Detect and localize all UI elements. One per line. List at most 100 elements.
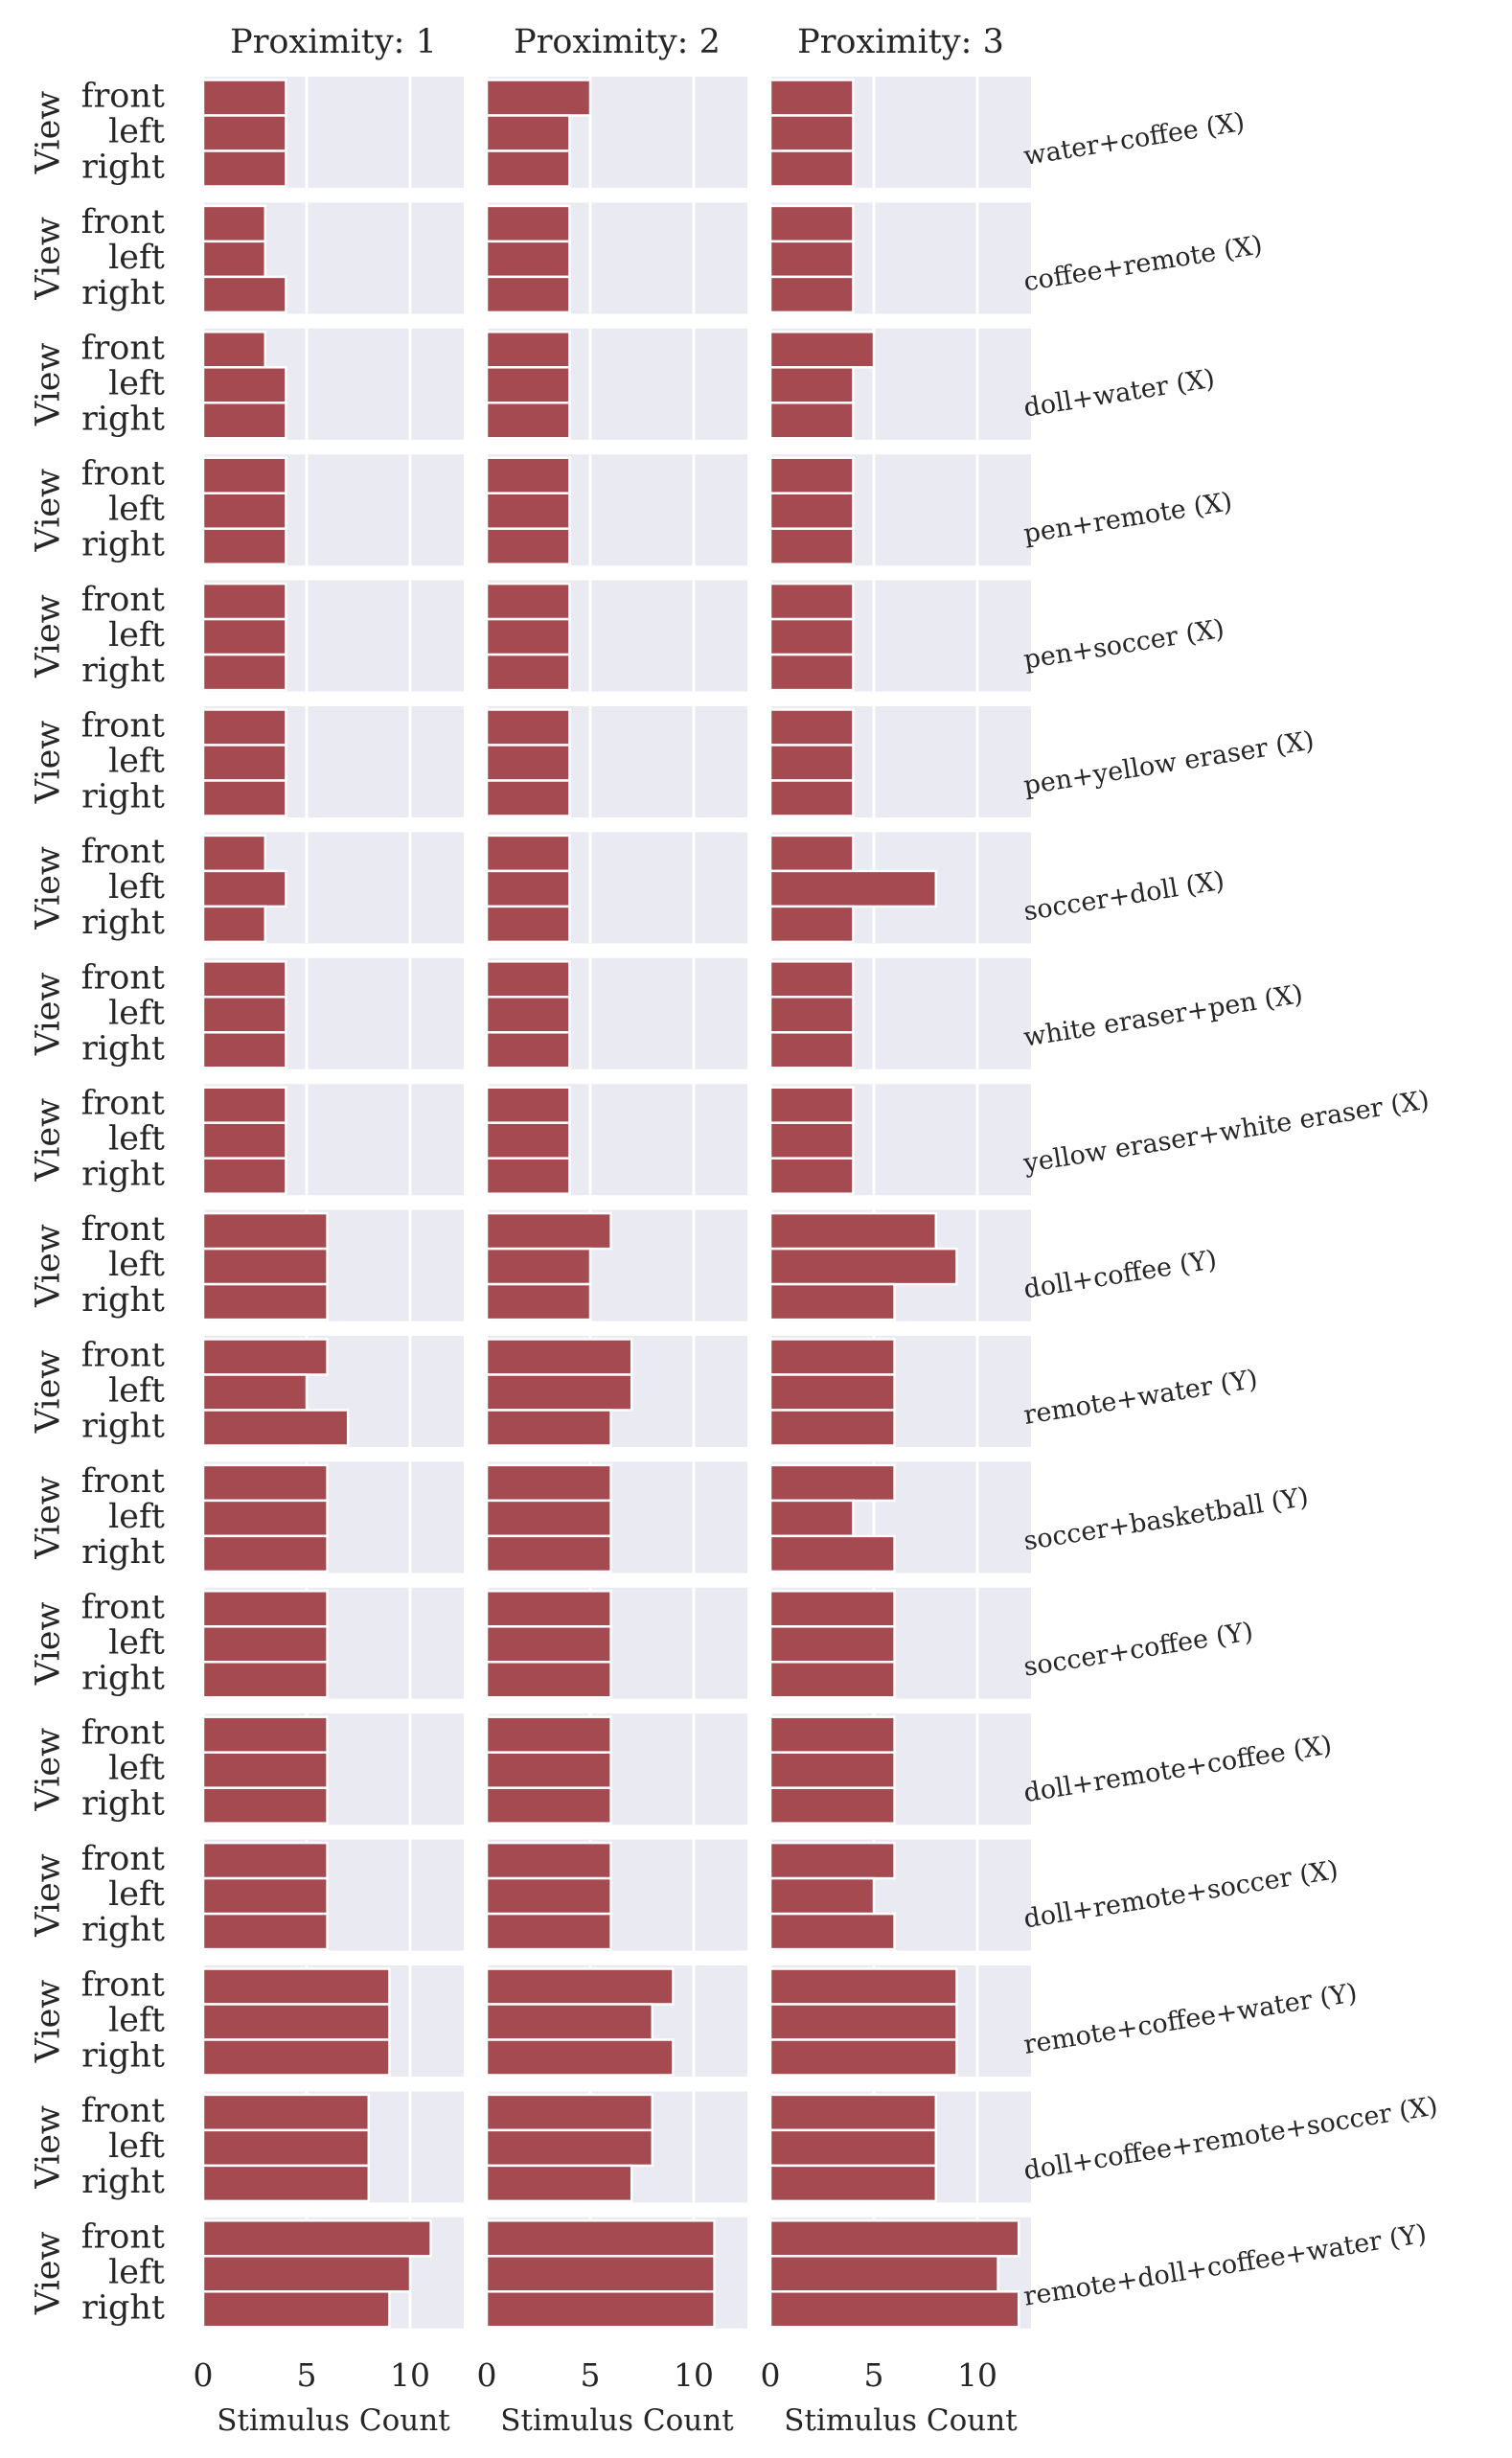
bar bbox=[768, 456, 855, 494]
y-tick-label: right bbox=[81, 1785, 165, 1824]
bar bbox=[201, 1841, 329, 1880]
bar bbox=[485, 2255, 716, 2293]
y-tick-label: left bbox=[108, 1750, 165, 1788]
bar bbox=[201, 1247, 329, 1286]
bar bbox=[768, 240, 855, 279]
bar bbox=[768, 1121, 855, 1160]
bar bbox=[768, 1625, 896, 1664]
y-tick-label: right bbox=[81, 778, 165, 816]
row-label: doll+remote+soccer (X) bbox=[1021, 1855, 1340, 1935]
y-axis-label: View bbox=[30, 1476, 68, 1560]
bar bbox=[485, 2093, 654, 2132]
y-tick-label: left bbox=[108, 2253, 165, 2291]
y-tick-label: left bbox=[108, 1372, 165, 1411]
y-tick-label: front bbox=[81, 329, 165, 367]
x-axis-label: Stimulus Count bbox=[217, 2403, 450, 2438]
bar bbox=[768, 1534, 896, 1574]
bar bbox=[485, 1409, 612, 1447]
y-tick-label: right bbox=[81, 1156, 165, 1194]
bar bbox=[485, 779, 571, 817]
row-label: coffee+remote (X) bbox=[1021, 230, 1264, 297]
bar bbox=[485, 114, 571, 152]
bar bbox=[201, 456, 287, 494]
bar bbox=[768, 617, 855, 656]
bar bbox=[201, 1534, 329, 1574]
y-tick-label: right bbox=[81, 149, 165, 187]
bar bbox=[768, 204, 855, 243]
bar bbox=[201, 1086, 287, 1124]
bar bbox=[201, 2164, 371, 2203]
bar bbox=[201, 366, 287, 404]
bar bbox=[201, 1282, 329, 1321]
bar bbox=[768, 1463, 896, 1503]
bar bbox=[201, 708, 287, 747]
x-tick-label: 10 bbox=[674, 2356, 714, 2394]
bar bbox=[201, 275, 287, 314]
bar bbox=[201, 1463, 329, 1503]
y-axis-label: View bbox=[30, 972, 68, 1056]
y-tick-label: left bbox=[108, 1120, 165, 1159]
column-title: Proximity: 1 bbox=[230, 23, 437, 61]
row-label: remote+doll+coffee+water (Y) bbox=[1021, 2219, 1429, 2312]
y-tick-label: left bbox=[108, 2127, 165, 2166]
column-title: Proximity: 2 bbox=[514, 23, 721, 61]
bar bbox=[485, 996, 571, 1034]
x-tick-label: 0 bbox=[477, 2356, 497, 2394]
y-tick-label: left bbox=[108, 491, 165, 529]
row-label: pen+soccer (X) bbox=[1021, 614, 1226, 676]
bar bbox=[768, 1715, 896, 1754]
bar bbox=[485, 2219, 716, 2258]
row-label: remote+coffee+water (Y) bbox=[1021, 1978, 1359, 2060]
bar bbox=[485, 1534, 612, 1574]
bar bbox=[485, 653, 571, 692]
bar bbox=[485, 1967, 675, 2006]
y-tick-label: front bbox=[81, 1714, 165, 1753]
bar bbox=[485, 869, 571, 908]
y-axis-label: View bbox=[30, 1224, 68, 1308]
bar bbox=[485, 366, 571, 404]
bar bbox=[201, 582, 287, 621]
bar bbox=[768, 834, 855, 873]
x-tick-label: 0 bbox=[761, 2356, 781, 2394]
bar bbox=[485, 1876, 612, 1916]
bar bbox=[768, 779, 855, 817]
bar bbox=[768, 2290, 1020, 2329]
bar bbox=[768, 905, 855, 944]
row-label: water+coffee (X) bbox=[1021, 107, 1247, 172]
bar bbox=[201, 1157, 287, 1195]
bar bbox=[201, 1912, 329, 1951]
bar bbox=[485, 331, 571, 369]
bar bbox=[485, 1121, 571, 1160]
bar bbox=[201, 1121, 287, 1160]
bar bbox=[768, 1912, 896, 1951]
bar bbox=[768, 1247, 958, 1286]
bar bbox=[485, 1841, 612, 1880]
bar bbox=[768, 2219, 1020, 2258]
y-tick-label: right bbox=[81, 1659, 165, 1697]
y-tick-label: right bbox=[81, 526, 165, 564]
bar bbox=[201, 2255, 412, 2293]
y-axis-label: View bbox=[30, 91, 68, 175]
bar bbox=[768, 1786, 896, 1825]
bar bbox=[201, 2128, 371, 2168]
bar bbox=[485, 1338, 633, 1376]
bar bbox=[485, 617, 571, 656]
bar bbox=[485, 1373, 633, 1412]
x-axis-label: Stimulus Count bbox=[784, 2403, 1018, 2438]
bar bbox=[768, 1373, 896, 1412]
bar bbox=[201, 79, 287, 117]
column-title: Proximity: 3 bbox=[797, 23, 1004, 61]
bar bbox=[201, 996, 287, 1034]
bar bbox=[201, 527, 287, 565]
bar bbox=[201, 905, 267, 944]
bar bbox=[201, 1751, 329, 1789]
bar bbox=[485, 1086, 571, 1124]
x-tick-label: 5 bbox=[581, 2356, 601, 2394]
y-tick-label: front bbox=[81, 1210, 165, 1249]
bar bbox=[768, 960, 855, 999]
bar bbox=[201, 1715, 329, 1754]
bar bbox=[768, 402, 855, 440]
y-tick-label: front bbox=[81, 1840, 165, 1878]
bar bbox=[768, 1751, 896, 1789]
bar bbox=[201, 653, 287, 692]
